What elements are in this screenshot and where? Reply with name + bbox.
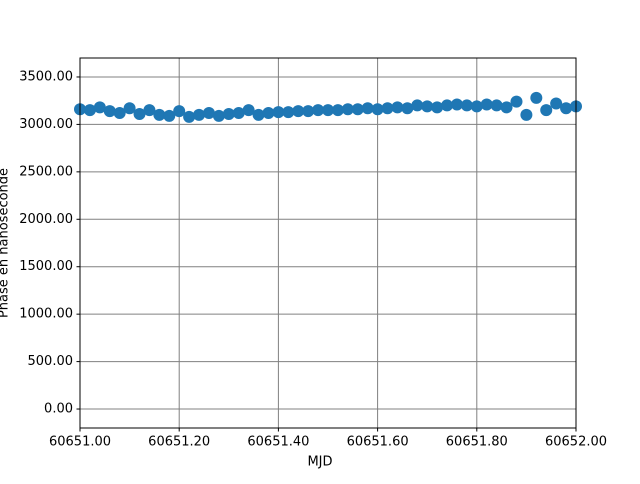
point (480, 98, 493, 111)
point (133, 107, 146, 120)
point (103, 105, 116, 118)
x-tick-label: 60651.80 (446, 435, 508, 450)
point (560, 102, 573, 115)
point (381, 102, 394, 115)
point (252, 108, 265, 121)
point (292, 105, 305, 118)
y-tick-label: 3000.00 (19, 117, 73, 132)
point (272, 106, 285, 119)
point (93, 101, 106, 114)
y-tick-label: 2000.00 (19, 212, 73, 227)
y-tick-label: 3500.00 (19, 69, 73, 84)
point (242, 104, 255, 117)
point (262, 107, 275, 120)
point (222, 107, 235, 120)
y-axis-label: Phase en nanoseconde (0, 168, 12, 318)
point (460, 99, 473, 112)
point (441, 99, 454, 112)
y-tick-label: 1500.00 (19, 259, 73, 274)
point (470, 100, 483, 113)
x-tick-label: 60651.60 (347, 435, 409, 450)
point (550, 97, 563, 110)
point (163, 109, 176, 122)
plot-frame (79, 57, 577, 429)
point (153, 108, 166, 121)
point (83, 104, 96, 117)
point (431, 101, 444, 114)
point (302, 105, 315, 118)
y-tick-label: 500.00 (28, 354, 74, 369)
point (193, 108, 206, 121)
point (173, 105, 186, 118)
point (450, 98, 463, 111)
point (143, 104, 156, 117)
x-tick-label: 60651.00 (49, 435, 111, 450)
point (540, 104, 553, 117)
point (351, 103, 364, 116)
point (391, 101, 404, 114)
point (510, 95, 523, 108)
point (123, 102, 136, 115)
x-axis-label: MJD (307, 455, 332, 470)
point (361, 102, 374, 115)
x-tick-label: 60652.00 (545, 435, 607, 450)
point (401, 102, 414, 115)
y-tick-label: 1000.00 (19, 307, 73, 322)
point (232, 107, 245, 120)
point (212, 109, 225, 122)
point (520, 108, 533, 121)
x-tick-label: 60651.40 (247, 435, 309, 450)
point (490, 99, 503, 112)
point (322, 104, 334, 117)
point (331, 104, 344, 117)
point (113, 107, 126, 120)
point (183, 110, 196, 123)
point (312, 104, 325, 117)
point (371, 103, 384, 116)
point (530, 91, 543, 104)
y-tick-label: 2500.00 (19, 164, 73, 179)
point (421, 100, 434, 113)
point (411, 99, 424, 112)
point (500, 101, 513, 114)
y-tick-label: 0.00 (44, 402, 73, 417)
point (202, 107, 215, 120)
point (341, 103, 354, 116)
point (282, 106, 295, 119)
x-tick-label: 60651.20 (148, 435, 210, 450)
